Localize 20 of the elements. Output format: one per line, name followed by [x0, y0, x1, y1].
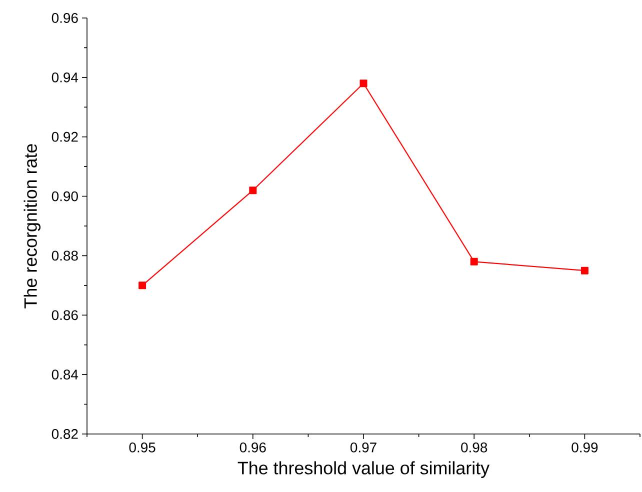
- y-tick-label: 0.86: [52, 310, 78, 320]
- x-tick-label: 0.95: [129, 442, 156, 452]
- y-tick-label: 0.82: [52, 429, 78, 439]
- x-tick-label: 0.96: [240, 442, 266, 452]
- point: [360, 80, 368, 88]
- point: [249, 186, 257, 194]
- y-axis-title: The recorgnition rate: [24, 144, 40, 308]
- x-tick-label: 0.97: [350, 442, 376, 452]
- y-tick-label: 0.88: [52, 250, 78, 261]
- y-tick-label: 0.96: [52, 13, 78, 23]
- y-tick-label: 0.90: [52, 191, 78, 202]
- y-tick-label: 0.94: [52, 72, 78, 82]
- y-tick-label: 0.84: [52, 370, 78, 380]
- point: [470, 258, 478, 266]
- x-tick-label: 0.99: [572, 442, 598, 452]
- x-tick-label: 0.98: [461, 442, 488, 452]
- y-tick-label: 0.92: [52, 132, 78, 142]
- point: [580, 266, 588, 274]
- point: [138, 282, 146, 290]
- x-axis-title: The threshold value of similarity: [238, 461, 490, 478]
